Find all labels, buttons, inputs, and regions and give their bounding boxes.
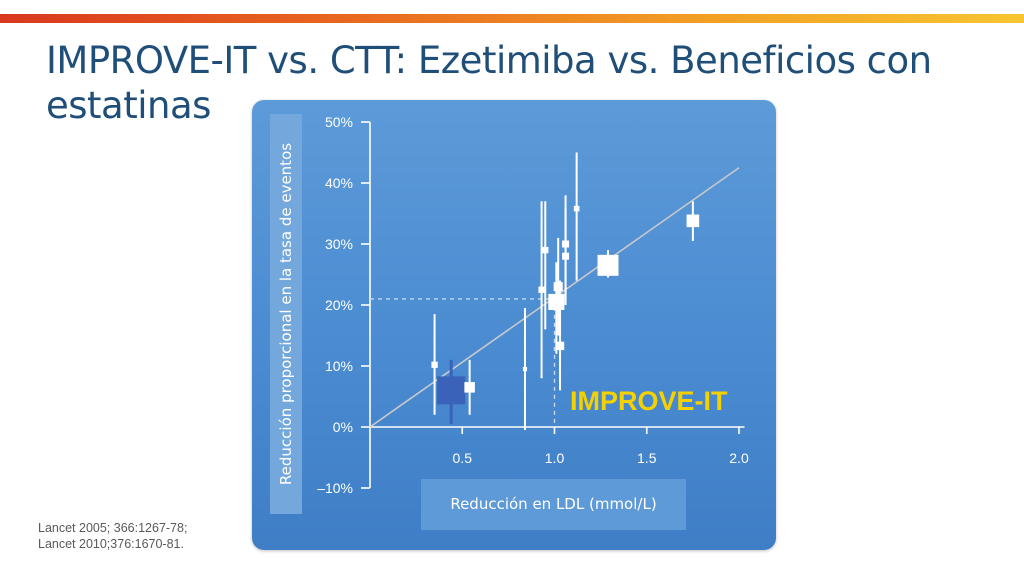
y-axis-label-box — [270, 114, 302, 514]
x-axis-label: Reducción en LDL (mmol/L) — [450, 495, 657, 513]
data-point — [548, 293, 565, 310]
data-point — [573, 205, 580, 212]
data-point — [597, 254, 619, 276]
x-tick-label: 1.5 — [637, 450, 657, 466]
x-tick-label: 0.5 — [453, 450, 473, 466]
y-tick-label: 50% — [325, 114, 353, 130]
slide-title: IMPROVE-IT vs. CTT: Ezetimiba vs. Benefi… — [46, 39, 932, 127]
y-tick-label: 20% — [325, 297, 353, 313]
y-tick-label: 10% — [325, 358, 353, 374]
y-tick-label: 30% — [325, 236, 353, 252]
data-point — [553, 282, 563, 292]
y-tick-label: 0% — [333, 419, 353, 435]
x-tick-label: 2.0 — [729, 450, 749, 466]
source-line: Lancet 2005; 366:1267-78; — [38, 521, 188, 535]
x-tick-label: 1.0 — [545, 450, 565, 466]
axes: 50% 40% 30% 20% 10% 0% –10% 0.5 1.0 1.5 2.0 — [317, 114, 749, 496]
y-tick-label: 40% — [325, 175, 353, 191]
data-point — [562, 240, 570, 248]
y-tick-label: –10% — [317, 480, 353, 496]
improve-it-marker — [437, 376, 466, 405]
x-axis-label-box — [421, 479, 686, 530]
source-citation: Lancet 2005; 366:1267-78; Lancet 2010;37… — [38, 520, 187, 552]
data-marks — [369, 152, 740, 431]
data-point — [431, 361, 438, 368]
data-point — [538, 286, 545, 293]
accent-bar — [0, 14, 1024, 23]
data-point — [542, 246, 549, 254]
source-line: Lancet 2010;376:1670-81. — [38, 537, 184, 551]
improve-it-label: IMPROVE-IT — [570, 386, 728, 416]
data-point — [464, 382, 475, 393]
data-point — [686, 214, 700, 228]
data-point — [522, 366, 528, 372]
data-point — [555, 341, 565, 351]
